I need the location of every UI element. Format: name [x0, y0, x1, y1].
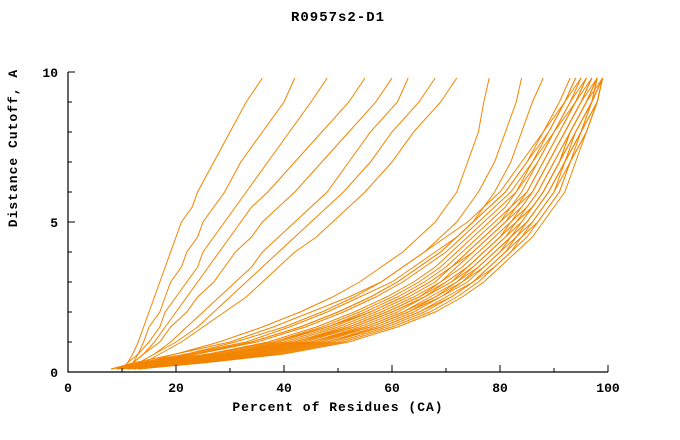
model-curve	[127, 77, 409, 370]
model-curve	[132, 77, 458, 370]
model-curve	[121, 77, 490, 370]
model-curve	[121, 77, 328, 370]
y-tick-label: 0	[50, 366, 58, 381]
x-tick-label: 0	[64, 381, 72, 396]
model-curve	[132, 77, 604, 370]
model-curve	[116, 77, 587, 370]
model-curve	[127, 77, 366, 370]
model-curve	[121, 77, 598, 370]
model-curve	[127, 77, 598, 370]
model-curve	[121, 77, 582, 370]
x-axis-label: Percent of Residues (CA)	[232, 400, 444, 415]
x-tick-label: 20	[168, 381, 184, 396]
model-curve	[116, 77, 582, 370]
x-tick-label: 40	[276, 381, 292, 396]
y-tick-label: 5	[50, 216, 58, 231]
model-curve	[111, 77, 593, 370]
model-curve	[132, 77, 604, 370]
model-curve	[116, 77, 598, 370]
model-curve	[132, 77, 604, 370]
model-curve	[116, 77, 577, 370]
x-tick-label: 60	[384, 381, 400, 396]
model-curve	[121, 77, 393, 370]
model-curve	[116, 77, 598, 370]
x-tick-label: 100	[596, 381, 620, 396]
x-tick-label: 80	[492, 381, 508, 396]
y-tick-label: 10	[42, 66, 58, 81]
model-curve	[121, 77, 296, 370]
chart-title: R0957s2-D1	[290, 10, 385, 26]
model-curve	[127, 77, 436, 370]
model-curve	[121, 77, 593, 370]
model-curve	[116, 77, 587, 370]
model-curve	[121, 77, 263, 370]
model-curve	[111, 77, 571, 370]
model-curve	[111, 77, 577, 370]
model-curve	[127, 77, 523, 370]
model-curve	[138, 77, 604, 370]
